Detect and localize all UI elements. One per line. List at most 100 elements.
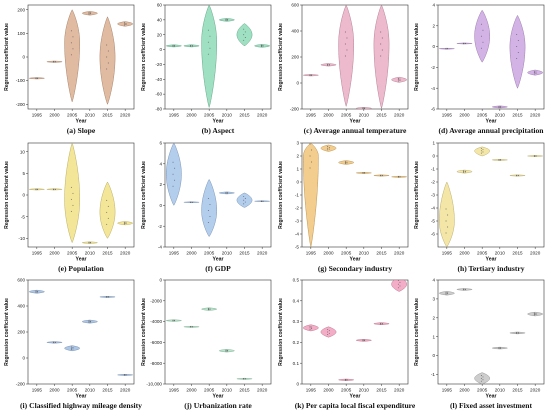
- violin-inner-point: [106, 223, 108, 225]
- y-tick-label: -6: [431, 232, 436, 237]
- x-axis-label: Year: [350, 119, 361, 125]
- violin-inner-point: [72, 48, 74, 50]
- x-tick-label: 2010: [85, 251, 96, 256]
- violin-inner-point: [88, 11, 90, 13]
- violin-1995: [165, 143, 182, 206]
- violin-2005: [64, 9, 81, 103]
- violin-1995: [165, 319, 182, 322]
- violin-inner-point: [90, 13, 92, 15]
- violin-inner-point: [225, 350, 227, 352]
- violin-2005: [338, 5, 355, 108]
- x-tick-label: 2020: [530, 251, 541, 256]
- violin-inner-point: [309, 327, 311, 329]
- plot-frame: [164, 279, 272, 385]
- violin-inner-point: [72, 348, 74, 350]
- violin-inner-point: [172, 161, 174, 163]
- violin-2020: [527, 311, 544, 317]
- violin-inner-point: [243, 39, 245, 41]
- violin-2020: [527, 155, 544, 157]
- violin-inner-point: [464, 170, 466, 172]
- violin-2000: [320, 144, 337, 152]
- violin-inner-point: [88, 321, 90, 323]
- y-tick-label: 0: [22, 193, 25, 198]
- x-tick-label: 2005: [341, 251, 352, 256]
- plot-frame: [301, 279, 409, 385]
- y-tick-label: 0.5: [293, 278, 300, 283]
- x-tick-label: 2015: [376, 113, 387, 118]
- y-tick-label: -1: [431, 372, 436, 377]
- violin-inner-point: [207, 308, 209, 310]
- violin-2010: [491, 105, 508, 109]
- violin-inner-point: [243, 34, 245, 36]
- violin-inner-point: [445, 48, 447, 50]
- violin-inner-point: [90, 320, 92, 322]
- violin-2005: [64, 143, 81, 244]
- violin-inner-point: [35, 292, 37, 293]
- violin-1995: [28, 77, 45, 80]
- violin-inner-point: [517, 175, 519, 177]
- violin-2000: [456, 169, 473, 174]
- plot-frame: [27, 4, 135, 110]
- violin-inner-point: [327, 63, 329, 65]
- x-tick-label: 2010: [85, 388, 96, 393]
- y-tick-label: 0: [159, 278, 162, 283]
- y-axis-label: Regression coefficient value: [414, 298, 420, 366]
- violin-2010: [81, 241, 98, 244]
- violin-inner-point: [123, 222, 125, 224]
- x-tick-label: 1995: [442, 113, 453, 118]
- x-axis-label: Year: [350, 394, 361, 400]
- y-tick-label: 0: [432, 44, 435, 49]
- x-tick-label: 2010: [495, 251, 506, 256]
- panel-7: -5 -4 -3 -2 -1 0 1 2 3 1995 2000 2005 2010 2015 2020 Ye…: [278, 141, 409, 273]
- y-tick-label: -4000: [150, 319, 162, 324]
- y-tick-label: -3: [431, 193, 436, 198]
- violin-inner-point: [344, 162, 346, 163]
- violin-inner-point: [262, 45, 264, 47]
- violin-inner-point: [516, 332, 518, 334]
- violin-inner-point: [209, 309, 211, 310]
- violin-inner-point: [344, 31, 346, 33]
- violin-inner-point: [463, 171, 465, 173]
- violin-inner-point: [72, 192, 74, 194]
- violin-inner-point: [123, 23, 125, 25]
- panel-9: -200 0 200 400 600 1995 2000 2005 2010 2015 2020 Ye…: [4, 278, 142, 410]
- x-tick-label: 2005: [341, 388, 352, 393]
- panel-caption: (k) Per capita local fiscal expenditure: [295, 401, 416, 410]
- y-tick-label: 60: [157, 3, 163, 8]
- panel-3: -200 0 200 400 600 1995 2000 2005 2010 2015 2020 Ye…: [278, 3, 409, 135]
- x-axis-label: Year: [213, 394, 224, 400]
- violin-inner-point: [243, 378, 245, 380]
- panel-caption: (g) Secondary industry: [318, 264, 392, 273]
- violin-inner-point: [174, 179, 176, 181]
- violin-2015: [373, 322, 390, 325]
- violin-inner-point: [209, 216, 211, 218]
- violin-2020: [391, 76, 408, 83]
- violin-inner-point: [123, 24, 125, 26]
- x-tick-label: 2015: [512, 113, 523, 118]
- violin-2010: [218, 18, 235, 22]
- violin-inner-point: [35, 78, 37, 80]
- y-tick-label: 0: [159, 203, 162, 208]
- violin-inner-point: [207, 309, 209, 311]
- violin-inner-point: [37, 291, 39, 293]
- violin-2010: [218, 191, 235, 195]
- violin-inner-point: [327, 334, 329, 336]
- violin-inner-point: [397, 283, 399, 285]
- x-tick-label: 1995: [169, 251, 180, 256]
- x-tick-label: 2015: [376, 251, 387, 256]
- y-tick-label: -2: [431, 180, 436, 185]
- y-tick-label: 200: [291, 55, 299, 60]
- x-axis-label: Year: [76, 257, 87, 263]
- violin-2000: [46, 60, 63, 63]
- x-tick-label: 2015: [512, 251, 523, 256]
- violin-inner-point: [190, 202, 192, 203]
- plot-frame: [437, 142, 545, 248]
- violin-inner-point: [533, 72, 535, 74]
- y-tick-label: 2: [296, 154, 299, 159]
- violin-inner-point: [445, 292, 447, 294]
- violin-inner-point: [464, 289, 466, 291]
- violin-inner-point: [309, 75, 311, 77]
- violin-2015: [99, 16, 116, 106]
- violin-inner-point: [346, 161, 348, 163]
- violin-2005: [338, 160, 355, 165]
